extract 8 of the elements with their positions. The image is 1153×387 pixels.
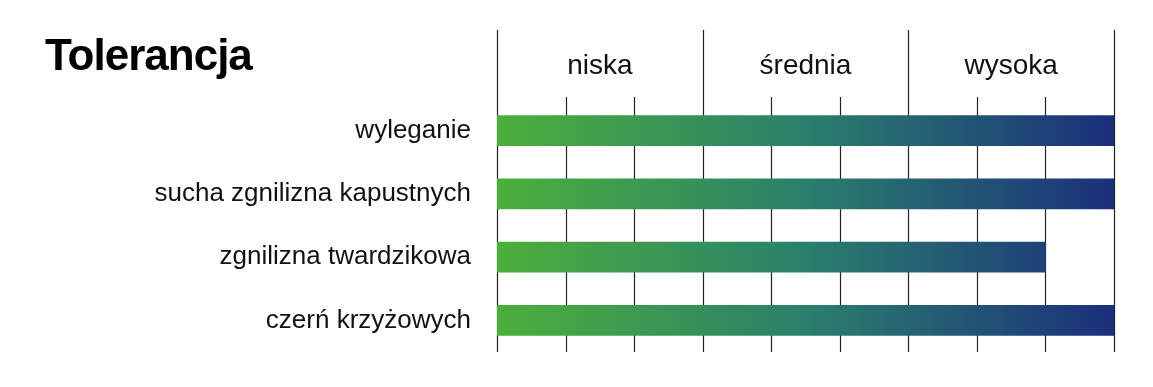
- y-tick-label: zgnilizna twardzikowa: [219, 240, 472, 271]
- text: wysoka: [963, 48, 1059, 80]
- text: średnia: [759, 48, 852, 80]
- y-tick-label: wyleganie: [354, 113, 471, 144]
- text: niska: [567, 48, 633, 80]
- chart-title: Tolerancja: [45, 30, 252, 80]
- y-tick-label: sucha zgnilizna kapustnych: [154, 177, 471, 208]
- y-tick-label: czerń krzyżowych: [265, 303, 471, 334]
